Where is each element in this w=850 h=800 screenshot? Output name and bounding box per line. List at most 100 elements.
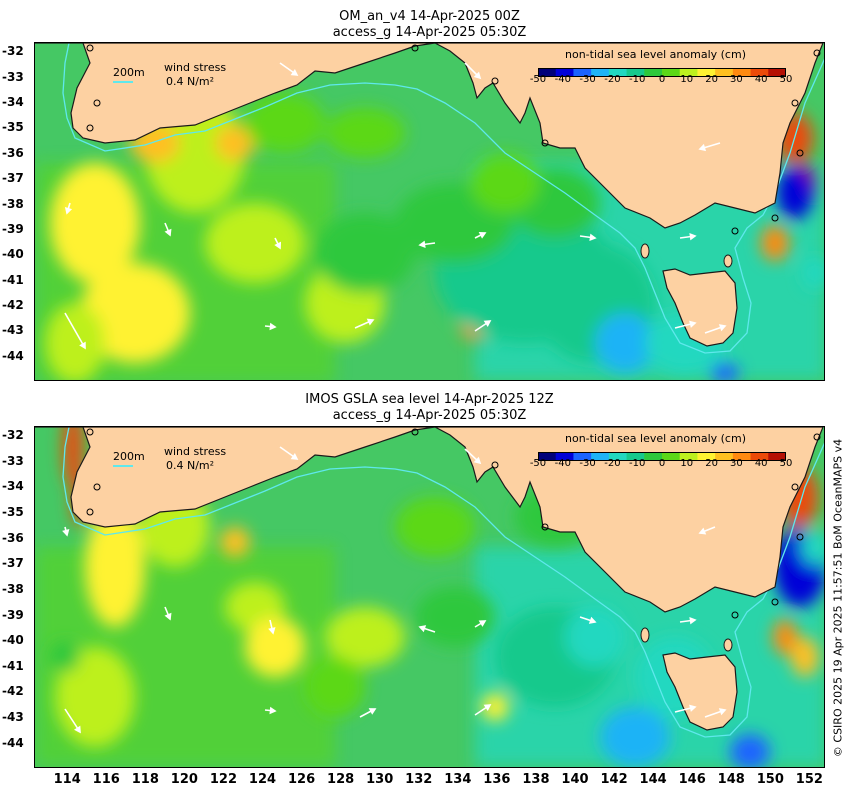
lon-tick-label: 126 [287, 772, 316, 787]
wind-arrow-head [483, 320, 492, 327]
lat-tick-label: -33 [2, 69, 24, 84]
lat-tick-label: -40 [2, 633, 24, 648]
station-marker [491, 461, 499, 469]
anomaly-eddy [215, 125, 255, 161]
anomaly-eddy [711, 363, 739, 380]
colorbar-swatch [679, 68, 699, 77]
panel2-colorbar-ticks: -50 -40 -30 -20 -10 0 10 20 30 40 50 [530, 458, 793, 470]
colorbar-tick-label: 10 [680, 74, 694, 85]
lon-tick-label: 130 [366, 772, 394, 787]
wind-arrow-head [473, 71, 482, 80]
lat-tick-label: -38 [2, 581, 24, 596]
anomaly-eddy [325, 108, 405, 158]
lat-tick-label: -44 [2, 735, 24, 750]
lat-tick-label: -33 [2, 453, 24, 468]
lat-tick-label: -38 [2, 196, 24, 211]
anomaly-eddy [80, 263, 190, 363]
lat-tick-label: -39 [2, 221, 24, 236]
lat-tick-label: -34 [2, 94, 24, 109]
colorbar-swatch [715, 68, 734, 77]
panel1-depth-legend: 200m [113, 66, 145, 79]
lon-tick-label: 148 [717, 772, 745, 787]
colorbar-swatch [538, 68, 557, 77]
colorbar-swatch [573, 452, 592, 461]
lon-tick-label: 152 [795, 772, 823, 787]
lat-tick-label: -41 [2, 658, 24, 673]
station-marker [813, 49, 821, 57]
station-marker [491, 77, 499, 85]
tasmania [662, 652, 738, 731]
colorbar-tick-label: 50 [779, 74, 793, 85]
colorbar-tick-label: 40 [754, 74, 768, 85]
anomaly-eddy [325, 607, 405, 667]
wind-arrow-head [366, 318, 375, 326]
panel1-colorbar-ticks: -50 -40 -30 -20 -10 0 10 20 30 40 50 [530, 74, 793, 86]
panel2-colorbar [538, 446, 787, 461]
flinders-island [723, 638, 733, 652]
colorbar-tick-label: 20 [705, 458, 718, 469]
colorbar-tick-label: -10 [629, 458, 646, 469]
station-marker [86, 44, 94, 52]
wind-arrow-head [689, 616, 697, 625]
station-marker [541, 139, 549, 147]
lon-tick-label: 144 [639, 772, 667, 787]
station-marker [796, 149, 804, 157]
colorbar-swatch [555, 68, 575, 77]
panel1-title-line2: access_g 14-Apr-2025 05:30Z [332, 25, 527, 40]
colorbar-swatch [768, 452, 787, 461]
panel1-colorbar [538, 62, 787, 77]
lat-tick-label: -32 [2, 44, 24, 59]
colorbar-tick-label: 0 [658, 458, 666, 469]
lat-tick-label: -43 [2, 323, 24, 338]
panel1-colorbar-title: non-tidal sea level anomaly (cm) [565, 48, 746, 61]
colorbar-swatch [591, 452, 610, 461]
station-marker [86, 508, 94, 516]
shelf-contour-200m [62, 43, 824, 354]
colorbar-swatch [573, 68, 592, 77]
colorbar-tick-label: -20 [604, 458, 621, 469]
lat-tick-label: -40 [2, 247, 24, 262]
wind-stress-arrows [64, 62, 727, 350]
depth-label: 200m [113, 66, 145, 79]
flinders-island [723, 254, 733, 268]
colorbar-tick-label: -40 [554, 74, 571, 85]
lon-tick-label: 114 [53, 772, 81, 787]
lat-tick-label: -43 [2, 710, 24, 725]
shelf-contour-200m [62, 427, 824, 738]
wind-arrow-head [689, 704, 697, 712]
anomaly-eddy [205, 203, 305, 283]
lon-tick-label: 120 [170, 772, 198, 787]
wind-arrow-head [478, 620, 487, 627]
lon-tick-label: 140 [561, 772, 589, 787]
colorbar-swatch [662, 452, 681, 461]
colorbar-swatch [626, 68, 645, 77]
colorbar-swatch [679, 452, 699, 461]
wind-arrow-head [368, 708, 377, 715]
anomaly-eddy [315, 213, 415, 293]
anomaly-eddy [791, 637, 819, 677]
anomaly-eddy [305, 657, 365, 717]
wind-arrow-head [269, 322, 277, 331]
anomaly-eddy [245, 93, 325, 153]
wind-arrow-head [689, 232, 697, 241]
station-marker [411, 44, 419, 52]
anomaly-eddy [50, 163, 140, 283]
wind-arrow-head [290, 452, 299, 460]
wind-arrow-head [483, 704, 492, 711]
lon-tick-label: 134 [444, 772, 472, 787]
king-island [640, 627, 650, 643]
anomaly-eddy [220, 527, 250, 557]
wind-arrow-head [164, 612, 172, 621]
wind-arrow-head [268, 627, 276, 635]
anomaly-eddy [85, 507, 145, 627]
colorbar-tick-label: 40 [754, 458, 768, 469]
colorbar-tick-label: -50 [529, 74, 547, 85]
anomaly-eddy [481, 693, 509, 721]
colorbar-tick-label: 10 [680, 458, 694, 469]
anomaly-eddy [415, 587, 495, 647]
colorbar-swatch [732, 452, 752, 461]
wind-arrow-head [164, 228, 172, 237]
panel2-colorbar-title: non-tidal sea level anomaly (cm) [565, 432, 746, 445]
anomaly-eddy [565, 607, 625, 667]
colorbar-swatch [662, 68, 681, 77]
